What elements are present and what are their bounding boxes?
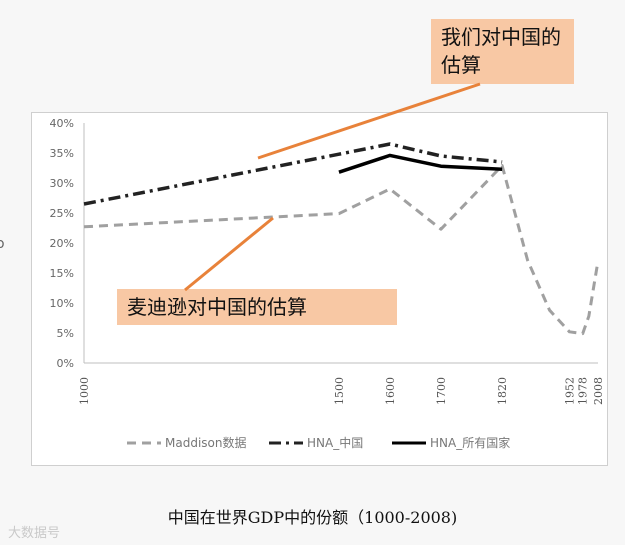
x-tick-label: 1600 <box>384 377 397 405</box>
line-chart: 0% 5% 10% 15% 20% 25% 30% 35% 40% 1000 1500 1600 170… <box>50 117 605 450</box>
x-tick-label: 2008 <box>592 377 605 405</box>
y-tick-label: 35% <box>50 147 74 160</box>
annotation-hna-estimate: 我们对中国的估算 <box>431 19 574 84</box>
x-tick-label: 1978 <box>577 377 590 405</box>
series-line-1 <box>83 142 503 206</box>
y-tick-label: 10% <box>50 297 74 310</box>
x-tick-label: 1000 <box>78 377 91 405</box>
annotation-maddison-estimate: 麦迪逊对中国的估算 <box>117 289 397 325</box>
series-line-0 <box>83 164 600 336</box>
chart-caption: 中国在世界GDP中的份额（1000-2008) <box>167 508 458 527</box>
x-tick-label: 1952 <box>563 377 576 405</box>
y-tick-label: 0% <box>57 357 74 370</box>
y-tick-label: 15% <box>50 267 74 280</box>
x-tick-label: 1820 <box>496 377 509 405</box>
series-line-2 <box>338 153 503 174</box>
x-tick-label: 1700 <box>435 377 448 405</box>
edge-mark: o <box>0 236 5 252</box>
y-tick-label: 20% <box>50 237 74 250</box>
y-tick-label: 5% <box>57 327 74 340</box>
y-tick-label: 30% <box>50 177 74 190</box>
legend-label-1: HNA_中国 <box>307 435 363 450</box>
x-tick-label: 1500 <box>333 377 346 405</box>
legend-label-0: Maddison数据 <box>165 435 246 450</box>
y-tick-label: 40% <box>50 117 74 130</box>
watermark-logo: 大数据号 <box>8 526 61 541</box>
legend-label-2: HNA_所有国家 <box>430 435 510 450</box>
y-tick-label: 25% <box>50 207 74 220</box>
